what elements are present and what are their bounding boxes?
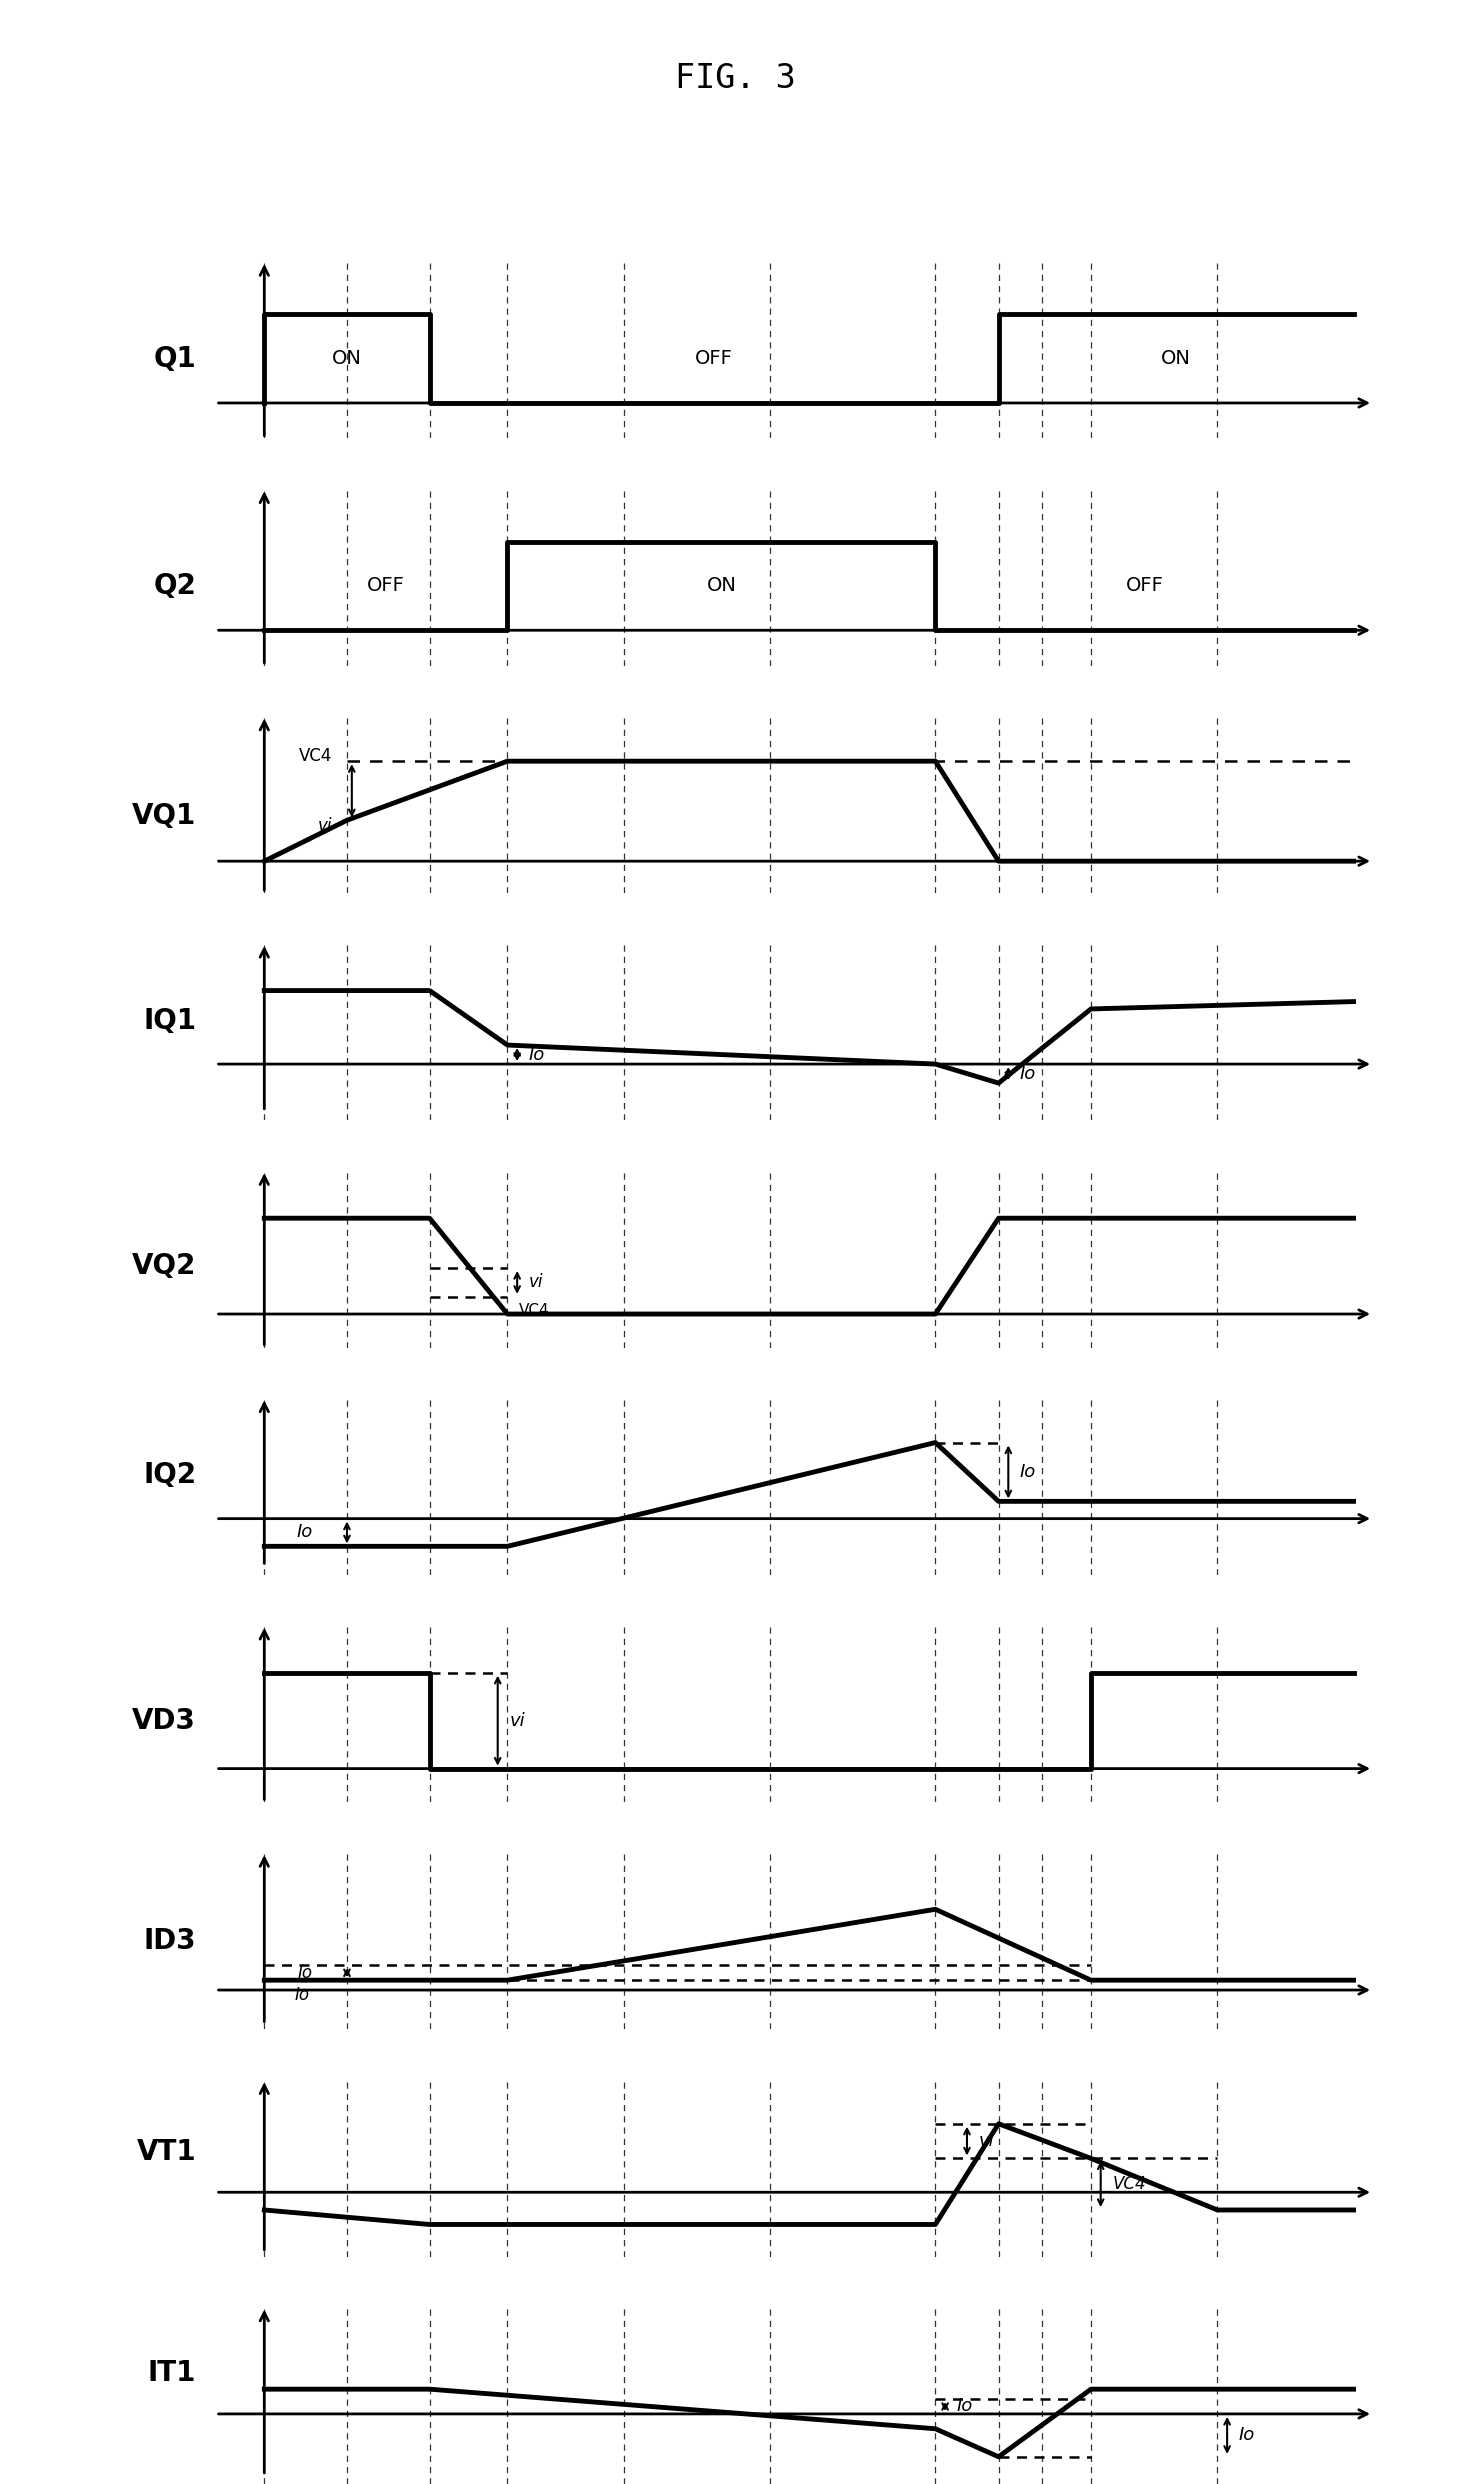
Text: VC4: VC4 [299,748,332,765]
Text: vi: vi [530,1274,543,1292]
Text: OFF: OFF [1125,576,1164,596]
Text: Io: Io [1239,2427,1255,2444]
Text: VQ2: VQ2 [132,1252,196,1279]
Text: VD3: VD3 [132,1707,196,1734]
Text: VQ1: VQ1 [132,802,196,830]
Text: vi: vi [978,2131,994,2151]
Text: ID3: ID3 [144,1928,196,1955]
Text: ON: ON [706,576,737,596]
Text: OFF: OFF [366,576,405,596]
Text: VC4: VC4 [519,1302,550,1317]
Text: OFF: OFF [696,350,733,368]
Text: ON: ON [332,350,362,368]
Text: VC4: VC4 [1112,2176,1146,2193]
Text: IQ2: IQ2 [143,1461,196,1490]
Text: vi: vi [318,817,332,835]
Text: FIG. 3: FIG. 3 [675,62,796,94]
Text: Io: Io [296,1987,310,2005]
Text: Io: Io [956,2397,972,2414]
Text: IT1: IT1 [149,2360,196,2387]
Text: ON: ON [1161,350,1192,368]
Text: Q1: Q1 [153,345,196,373]
Text: Io: Io [1019,1463,1036,1480]
Text: VT1: VT1 [137,2139,196,2166]
Text: Io: Io [297,1523,313,1543]
Text: IQ1: IQ1 [143,1006,196,1036]
Text: Q2: Q2 [153,571,196,601]
Text: vi: vi [509,1711,525,1729]
Text: Io: Io [1019,1066,1036,1083]
Text: Io: Io [530,1046,546,1063]
Text: Io: Io [299,1965,313,1982]
